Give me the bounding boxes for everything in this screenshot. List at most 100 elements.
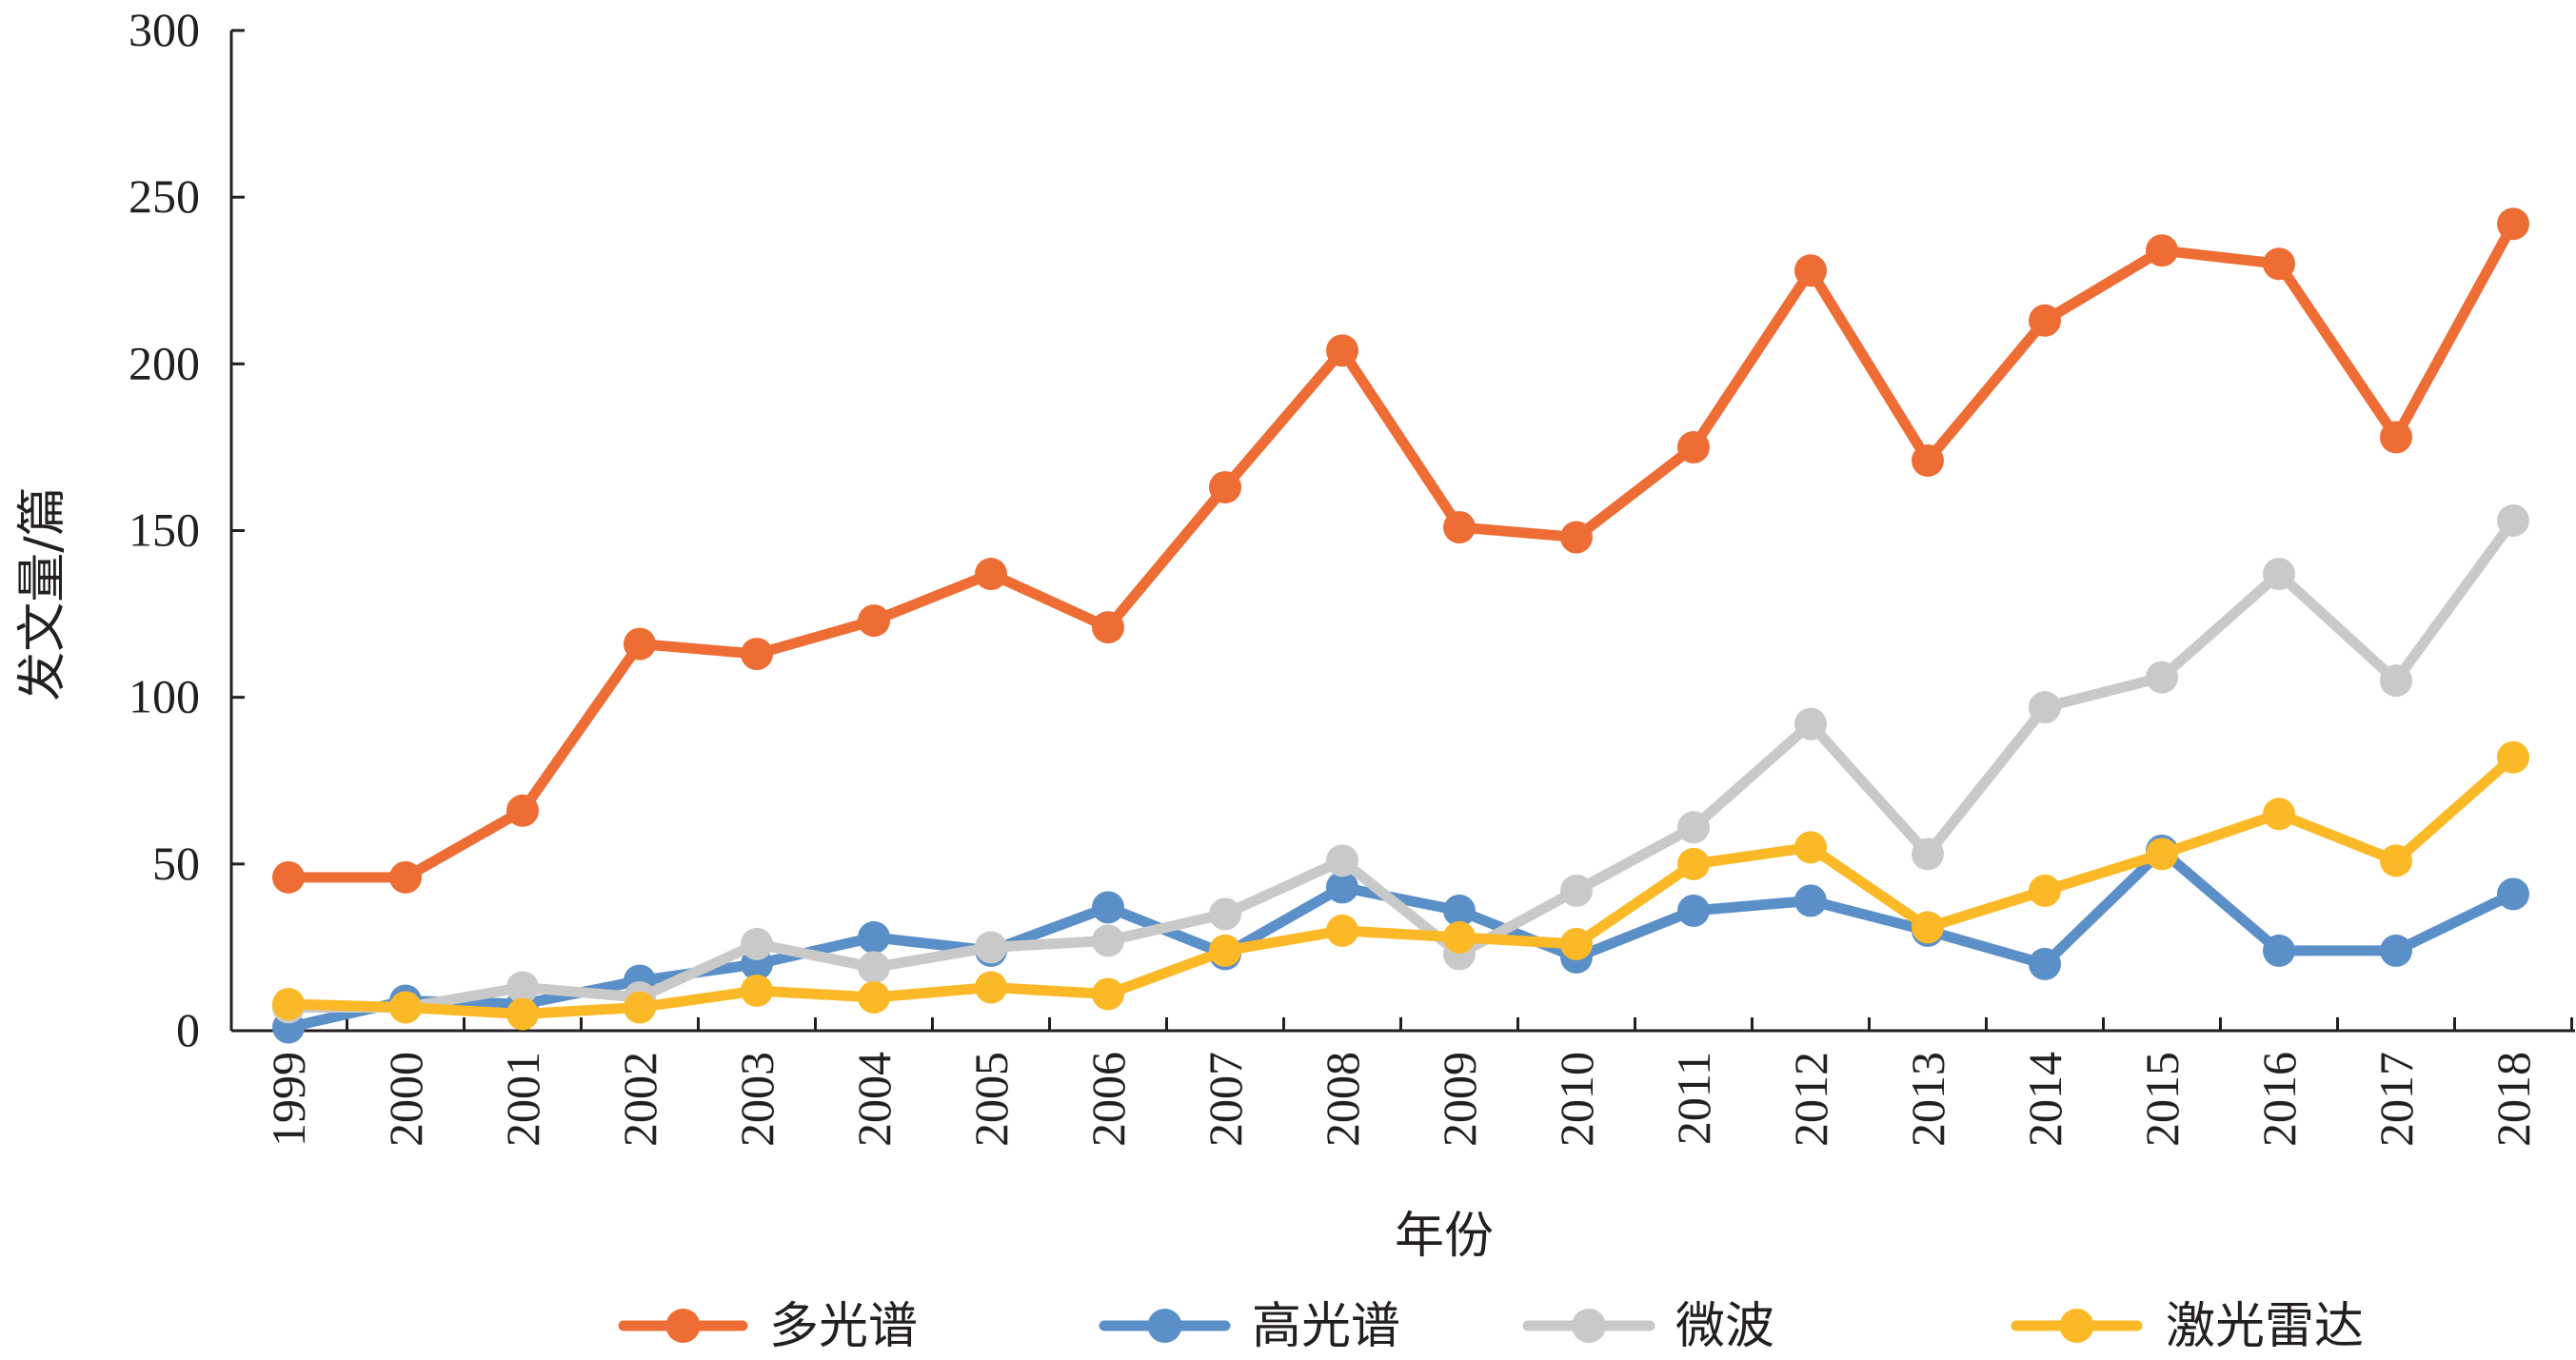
data-point: [1092, 611, 1124, 644]
axes: 0 50 100 150 200 250 300 1999 2000 2001 2002 2003 20…: [129, 3, 2575, 1147]
data-point: [1794, 831, 1827, 864]
data-point: [389, 991, 422, 1024]
data-point: [2380, 421, 2412, 454]
data-point: [2146, 234, 2178, 267]
x-tick-label: 2006: [1081, 1052, 1135, 1147]
series-group: [272, 207, 2529, 894]
data-point: [858, 920, 890, 954]
data-point: [741, 638, 773, 671]
data-point: [1092, 891, 1124, 924]
x-tick-label: 2002: [613, 1052, 666, 1147]
x-tick-label: 2000: [379, 1052, 432, 1147]
legend-label: 高光谱: [1252, 1298, 1400, 1355]
data-point: [1794, 884, 1827, 917]
legend-swatch-marker: [1147, 1309, 1182, 1343]
data-point: [624, 627, 656, 660]
series-line: [283, 218, 2519, 883]
x-tick-label: 1999: [262, 1052, 315, 1147]
data-point: [2263, 558, 2295, 591]
data-point: [624, 991, 656, 1024]
data-point: [272, 987, 305, 1020]
series-group: [272, 503, 2529, 1024]
data-point: [1794, 254, 1827, 287]
legend-swatch-marker: [2059, 1309, 2094, 1343]
data-point: [858, 951, 890, 984]
data-point: [2146, 660, 2178, 694]
legend-swatch-marker: [665, 1309, 701, 1343]
legend-item: 激光雷达: [2011, 1298, 2364, 1355]
data-point: [1092, 924, 1124, 957]
y-tick-label: 150: [129, 503, 200, 557]
series-line: [283, 845, 2519, 1033]
data-point: [1560, 521, 1593, 554]
x-tick-label: 2007: [1199, 1052, 1252, 1147]
data-point: [1326, 871, 1358, 904]
data-point: [1560, 927, 1593, 960]
data-point: [858, 980, 890, 1014]
data-point: [2380, 844, 2412, 877]
data-point: [1677, 894, 1710, 927]
data-point: [506, 971, 539, 1004]
y-tick-label: 200: [129, 336, 200, 389]
data-point: [2497, 503, 2529, 537]
data-point: [975, 558, 1007, 591]
data-point: [2497, 207, 2529, 241]
y-tick-label: 300: [129, 3, 200, 56]
data-point: [741, 927, 773, 960]
data-point: [1326, 914, 1358, 947]
data-point: [2263, 934, 2295, 967]
x-tick-label: 2012: [1784, 1052, 1837, 1147]
x-tick-label: 2014: [2018, 1052, 2071, 1147]
y-axis-title: 发文量/篇: [14, 486, 71, 701]
y-tick-label: 0: [176, 1003, 200, 1056]
data-point: [2029, 874, 2061, 907]
x-axis-title: 年份: [1395, 1208, 1494, 1265]
data-point: [2263, 798, 2295, 831]
data-point: [2029, 691, 2061, 724]
data-point: [2029, 947, 2061, 980]
x-tick-label: 2017: [2369, 1052, 2423, 1147]
legend-item: 高光谱: [1099, 1298, 1400, 1355]
x-tick-label: 2010: [1550, 1052, 1603, 1147]
legend-swatch-marker: [1572, 1309, 1606, 1343]
data-point: [975, 971, 1007, 1004]
x-tick-label: 2016: [2252, 1052, 2306, 1147]
x-tick-label: 2001: [496, 1052, 549, 1147]
x-tick-label: 2018: [2487, 1052, 2540, 1147]
data-point: [858, 604, 890, 638]
data-point: [2497, 877, 2529, 911]
data-point: [1443, 894, 1476, 927]
data-point: [1209, 897, 1241, 931]
data-point: [1443, 920, 1476, 954]
x-tick-label: 2013: [1901, 1052, 1954, 1147]
data-point: [2380, 934, 2412, 967]
series-line: [283, 515, 2519, 1013]
data-point: [1326, 334, 1358, 367]
series-line: [283, 752, 2519, 1019]
x-tick-label: 2005: [964, 1052, 1018, 1147]
data-point: [1092, 977, 1124, 1011]
data-point: [1794, 707, 1827, 740]
data-point: [1560, 874, 1593, 907]
data-point: [1912, 443, 1944, 477]
data-point: [272, 860, 305, 894]
legend-item: 多光谱: [618, 1298, 918, 1355]
x-tick-label: 2003: [730, 1052, 783, 1147]
data-point: [389, 860, 422, 894]
y-tick-label: 100: [129, 670, 200, 723]
legend-item: 微波: [1522, 1298, 1774, 1355]
data-point: [1209, 470, 1241, 503]
x-tick-label: 2004: [847, 1052, 901, 1147]
legend-label: 多光谱: [769, 1298, 918, 1355]
data-point: [1912, 838, 1944, 871]
data-point: [2146, 838, 2178, 871]
legend: 多光谱 高光谱 微波 激光雷达: [618, 1298, 2364, 1355]
y-tick-label: 250: [129, 169, 200, 223]
data-point: [975, 931, 1007, 964]
legend-label: 激光雷达: [2166, 1298, 2364, 1355]
series-group: [272, 740, 2529, 1031]
data-point: [2029, 304, 2061, 337]
data-point: [1912, 911, 1944, 944]
series-layer: [272, 207, 2529, 1044]
x-tick-label: 2008: [1316, 1052, 1369, 1147]
